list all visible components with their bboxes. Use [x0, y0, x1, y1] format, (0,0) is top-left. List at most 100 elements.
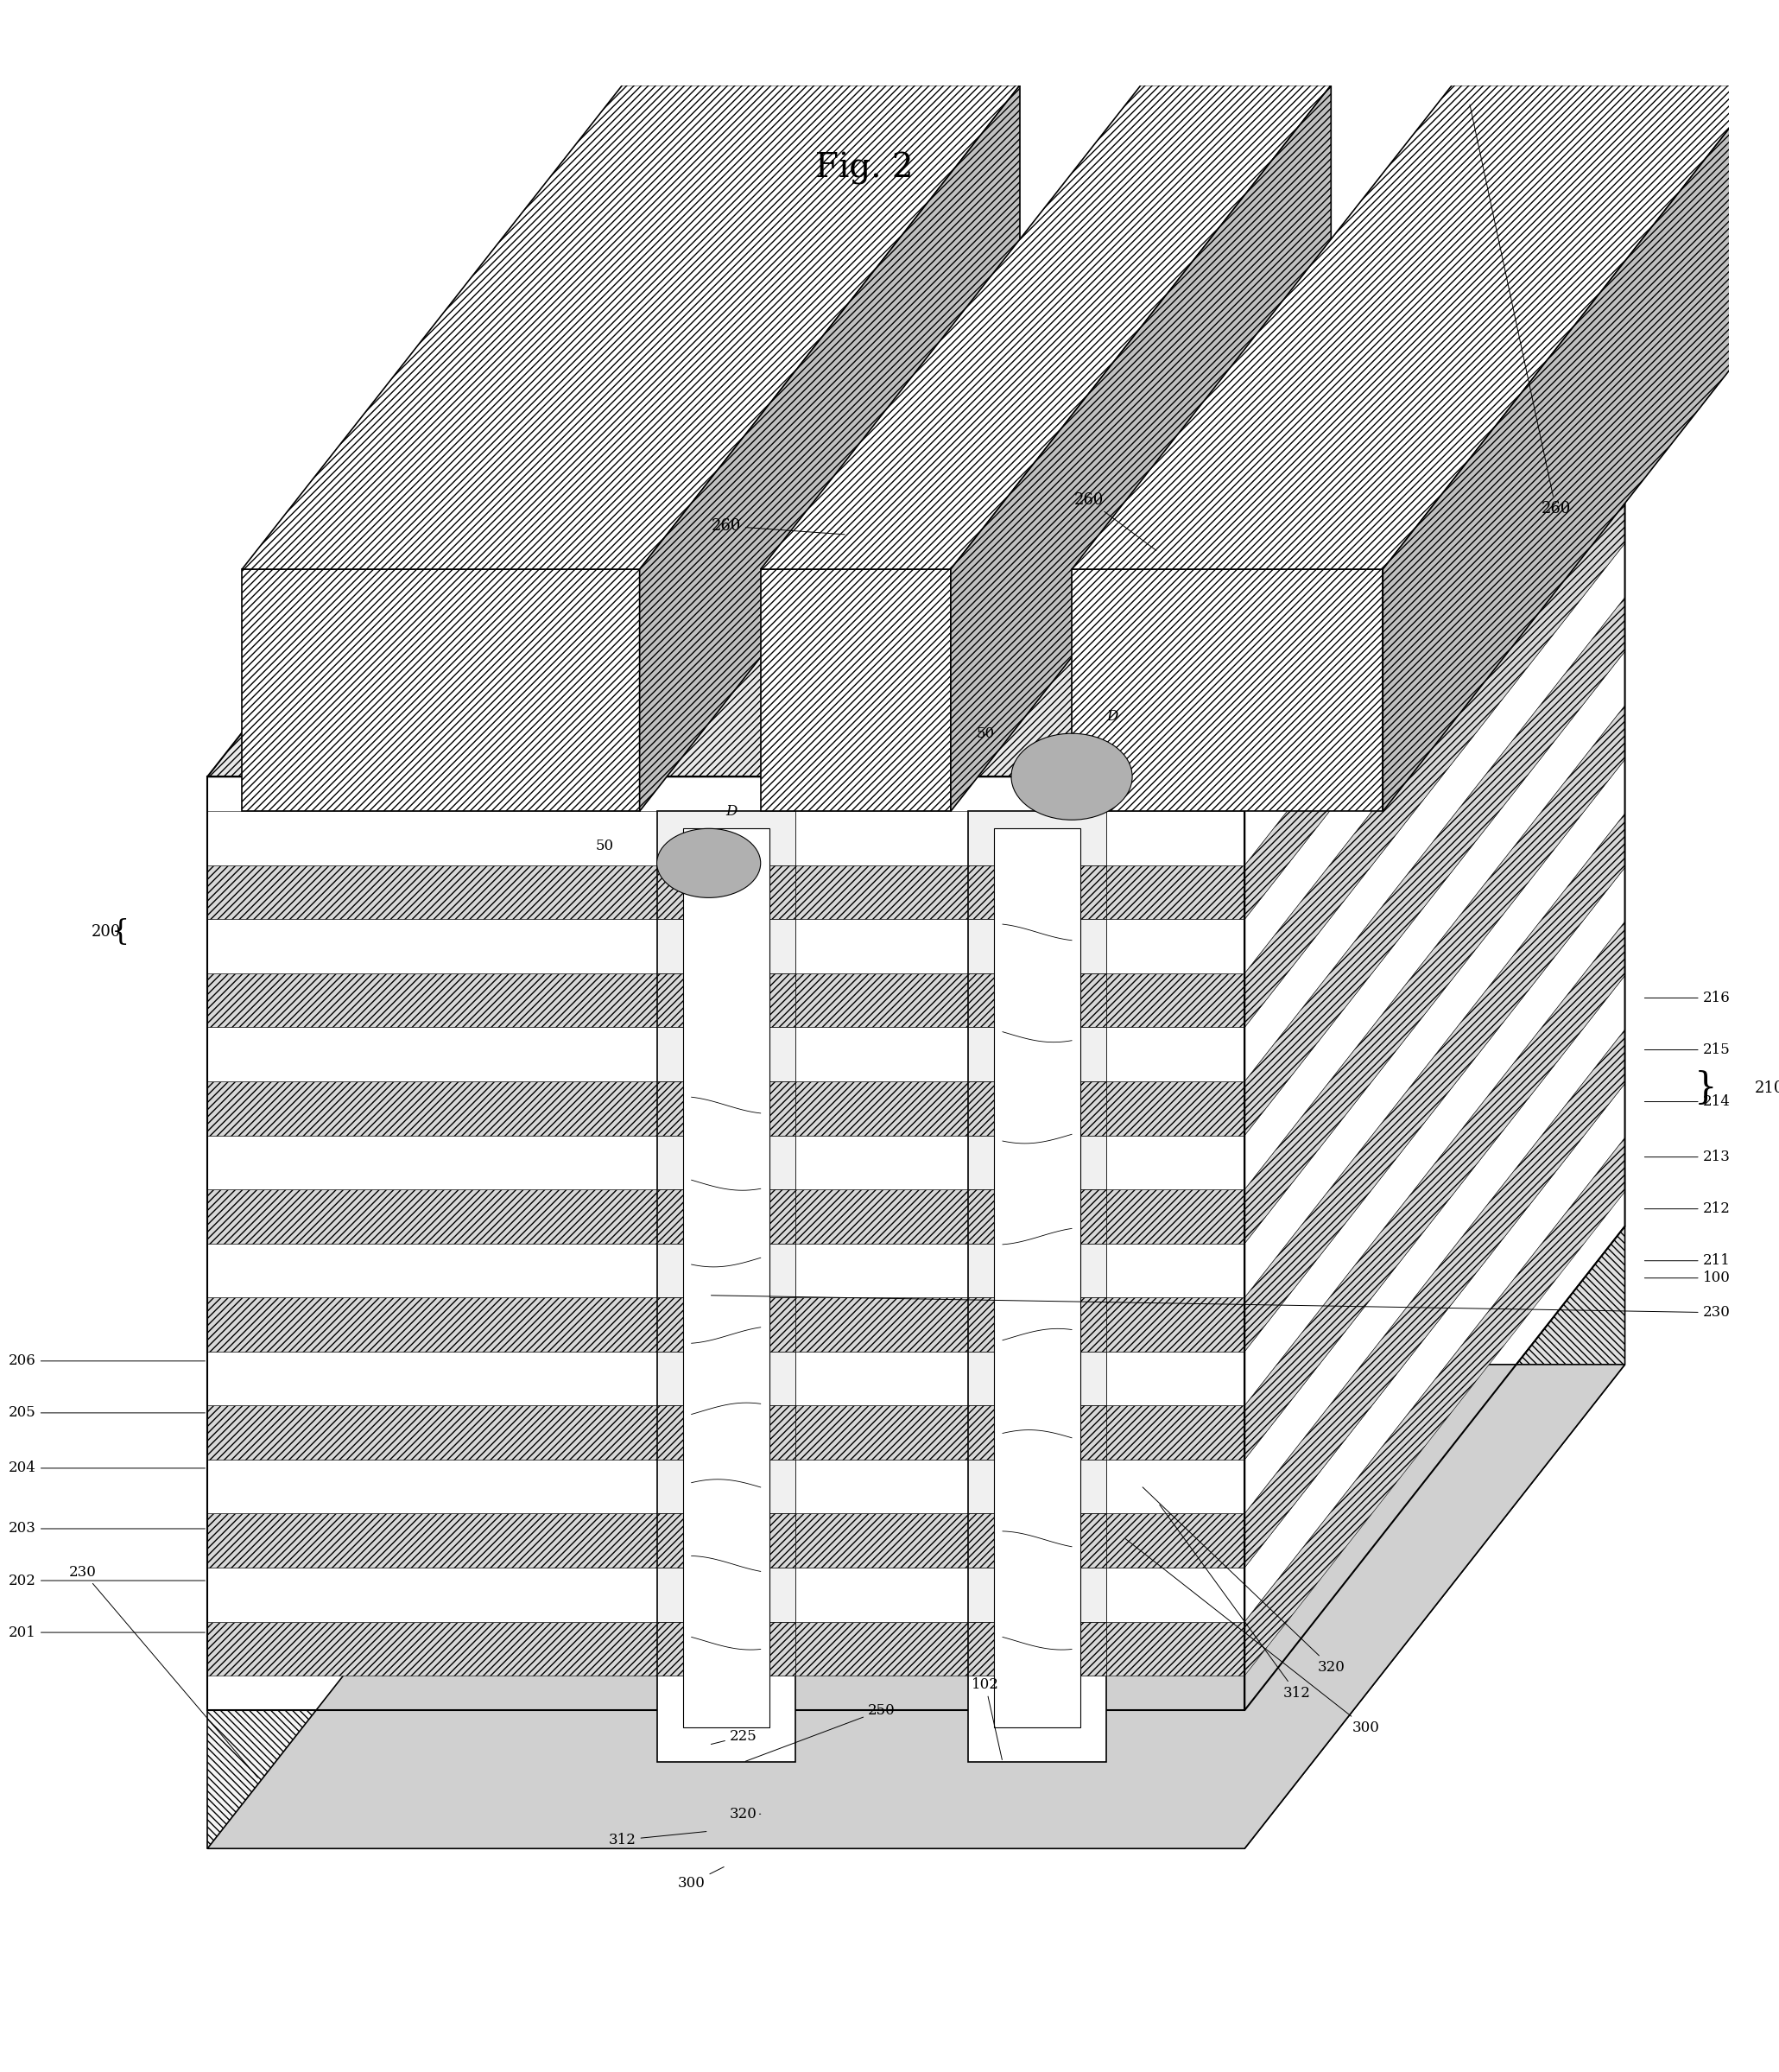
Polygon shape	[1382, 85, 1763, 812]
Polygon shape	[208, 1405, 1245, 1459]
Text: 250: 250	[745, 1703, 895, 1761]
Text: 260: 260	[1075, 493, 1156, 551]
Text: 230: 230	[712, 1295, 1731, 1320]
Polygon shape	[994, 829, 1080, 1728]
Polygon shape	[656, 920, 795, 974]
Polygon shape	[1245, 435, 1624, 974]
Text: 300: 300	[678, 1867, 724, 1890]
Polygon shape	[656, 1243, 795, 1297]
Polygon shape	[968, 1028, 1107, 1082]
Polygon shape	[968, 866, 1107, 920]
Text: 214: 214	[1644, 1094, 1731, 1109]
Polygon shape	[968, 1297, 1107, 1351]
Text: 216: 216	[1644, 990, 1731, 1005]
Polygon shape	[1245, 868, 1624, 1405]
Polygon shape	[1071, 570, 1382, 812]
Polygon shape	[208, 1135, 1245, 1189]
Polygon shape	[968, 1405, 1107, 1459]
Polygon shape	[1245, 1138, 1624, 1676]
Polygon shape	[208, 1459, 1245, 1513]
Polygon shape	[208, 1351, 1245, 1405]
Text: 320: 320	[1142, 1488, 1345, 1674]
Polygon shape	[656, 812, 795, 866]
Polygon shape	[1245, 758, 1624, 1297]
Polygon shape	[208, 1622, 1245, 1676]
Text: 260: 260	[712, 518, 845, 535]
Polygon shape	[950, 85, 1331, 812]
Polygon shape	[208, 1365, 1624, 1848]
Text: 206: 206	[9, 1353, 205, 1368]
Polygon shape	[1245, 1084, 1624, 1622]
Polygon shape	[656, 1405, 795, 1459]
Polygon shape	[968, 1082, 1107, 1135]
Text: {: {	[112, 918, 130, 947]
Polygon shape	[968, 1459, 1107, 1513]
Text: D: D	[1107, 709, 1117, 723]
Text: 200: 200	[91, 924, 121, 941]
Polygon shape	[208, 866, 1245, 920]
Polygon shape	[656, 1082, 795, 1135]
Polygon shape	[968, 1351, 1107, 1405]
Polygon shape	[656, 1028, 795, 1082]
Ellipse shape	[656, 829, 761, 897]
Polygon shape	[968, 920, 1107, 974]
Polygon shape	[683, 829, 769, 1728]
Polygon shape	[640, 85, 1019, 812]
Polygon shape	[656, 812, 795, 1761]
Polygon shape	[968, 1513, 1107, 1569]
Polygon shape	[208, 1082, 1245, 1135]
Text: 50: 50	[596, 839, 614, 854]
Polygon shape	[656, 1513, 795, 1569]
Text: 203: 203	[9, 1521, 205, 1535]
Polygon shape	[242, 85, 1019, 570]
Polygon shape	[761, 85, 1331, 570]
Text: 320: 320	[729, 1807, 761, 1821]
Text: 213: 213	[1644, 1150, 1731, 1164]
Polygon shape	[1071, 85, 1763, 570]
Polygon shape	[656, 1135, 795, 1189]
Text: 50: 50	[977, 725, 994, 742]
Polygon shape	[1245, 704, 1624, 1243]
Polygon shape	[656, 1622, 795, 1676]
Polygon shape	[968, 1189, 1107, 1243]
Polygon shape	[1245, 597, 1624, 1135]
Polygon shape	[208, 292, 1624, 777]
Polygon shape	[208, 920, 1245, 974]
Polygon shape	[1245, 922, 1624, 1459]
Polygon shape	[208, 1243, 1245, 1297]
Text: 202: 202	[9, 1573, 205, 1587]
Polygon shape	[208, 974, 1245, 1028]
Polygon shape	[1245, 543, 1624, 1082]
Polygon shape	[968, 974, 1107, 1028]
Text: 210: 210	[1754, 1080, 1779, 1096]
Polygon shape	[1245, 651, 1624, 1189]
Polygon shape	[1245, 976, 1624, 1513]
Polygon shape	[968, 1622, 1107, 1676]
Polygon shape	[1245, 489, 1624, 1028]
Text: Fig. 2: Fig. 2	[815, 151, 913, 184]
Polygon shape	[656, 1569, 795, 1622]
Polygon shape	[1245, 327, 1624, 866]
Polygon shape	[968, 1569, 1107, 1622]
Text: 205: 205	[9, 1405, 205, 1419]
Polygon shape	[656, 1351, 795, 1405]
Polygon shape	[968, 1243, 1107, 1297]
Polygon shape	[208, 1028, 1245, 1082]
Polygon shape	[656, 866, 795, 920]
Polygon shape	[1245, 814, 1624, 1351]
Polygon shape	[656, 1189, 795, 1243]
Text: }: }	[1694, 1069, 1717, 1106]
Polygon shape	[968, 1135, 1107, 1189]
Polygon shape	[1245, 1227, 1624, 1848]
Polygon shape	[208, 1569, 1245, 1622]
Text: 102: 102	[971, 1676, 1002, 1759]
Polygon shape	[208, 812, 1245, 866]
Polygon shape	[1245, 1030, 1624, 1569]
Text: D: D	[726, 804, 738, 818]
Text: 300: 300	[1126, 1539, 1379, 1734]
Text: 100: 100	[1644, 1270, 1731, 1285]
Text: 215: 215	[1644, 1042, 1731, 1057]
Polygon shape	[656, 1297, 795, 1351]
Text: 312: 312	[1160, 1504, 1311, 1701]
Polygon shape	[208, 1709, 1245, 1848]
